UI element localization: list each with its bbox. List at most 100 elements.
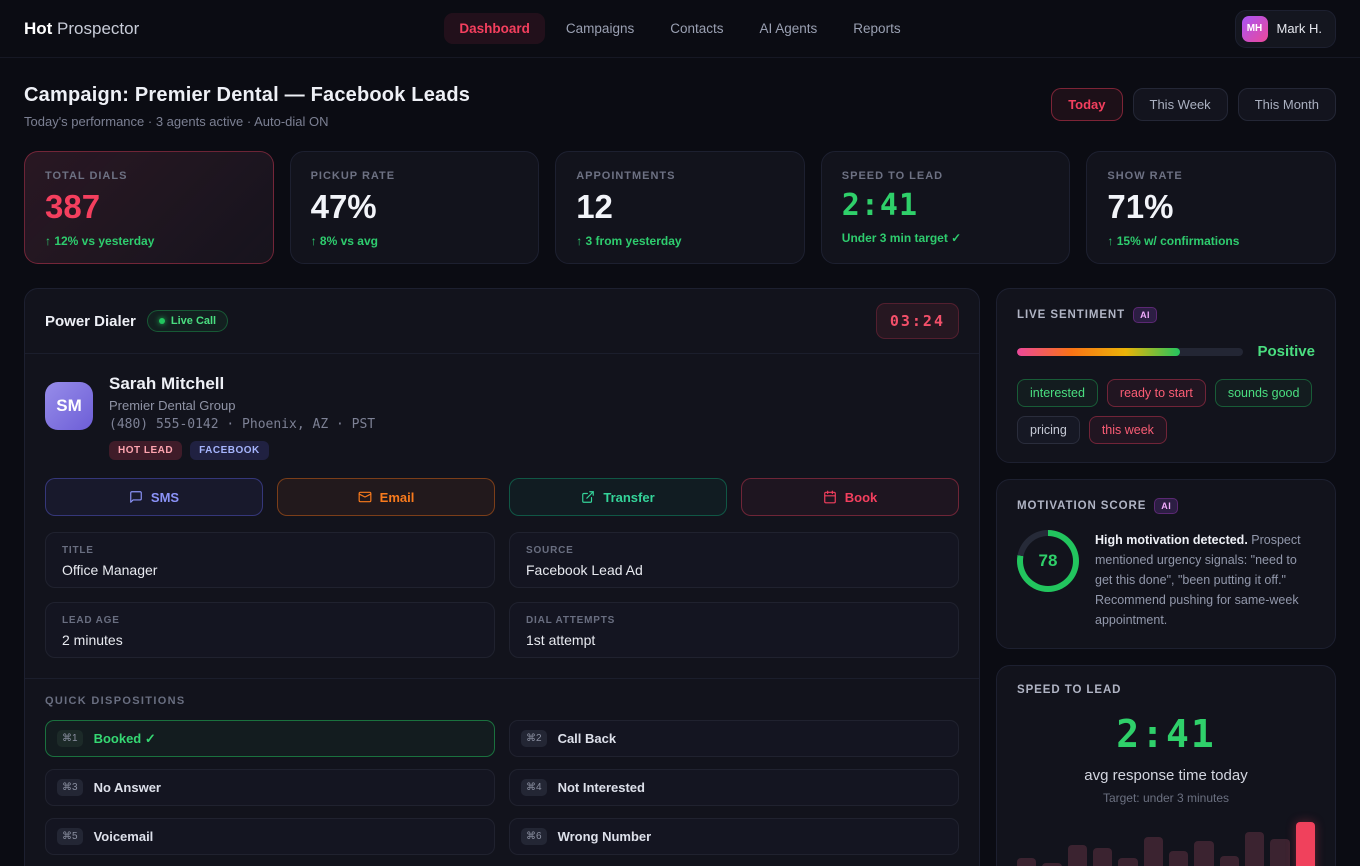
field-label: LEAD AGE <box>62 615 120 626</box>
contact-phone: (480) 555-0142 · Phoenix, AZ · PST <box>109 417 376 432</box>
stat-value: 71% <box>1107 188 1174 225</box>
stat-value: 2:41 <box>841 188 919 223</box>
contact-row: SM Sarah Mitchell Premier Dental Group (… <box>45 374 959 460</box>
disposition-label: Call Back <box>557 731 617 746</box>
stat-delta: ↑ 3 from yesterday <box>576 234 682 249</box>
sentiment-tag: this week <box>1088 416 1167 444</box>
stat-delta: ↑ 15% w/ confirmations <box>1107 234 1240 249</box>
sentiment-tag: sounds good <box>1214 379 1313 407</box>
contact-actions: SMS Email Transfer Book <box>45 478 959 516</box>
field-lead-age: LEAD AGE 2 minutes <box>45 602 495 658</box>
field-value: 2 minutes <box>62 632 123 648</box>
time-filters: Today This Week This Month <box>1051 88 1336 121</box>
speed-bar <box>1295 822 1315 866</box>
speed-bar <box>1118 857 1138 866</box>
disposition-no-answer-button[interactable]: ⌘3 No Answer <box>45 769 495 806</box>
stat-card-appointments: APPOINTMENTS 12 ↑ 3 from yesterday <box>555 151 805 264</box>
sentiment-title: LIVE SENTIMENT <box>1017 309 1126 321</box>
nav-item-contacts[interactable]: Contacts <box>670 21 724 36</box>
sentiment-tag: interested <box>1017 379 1098 407</box>
contact-name: Sarah Mitchell <box>109 374 225 393</box>
disposition-label: Wrong Number <box>557 829 652 844</box>
nav-item-reports[interactable]: Reports <box>853 21 901 36</box>
chat-icon <box>129 490 143 504</box>
stat-card-show-rate: SHOW RATE 71% ↑ 15% w/ confirmations <box>1086 151 1336 264</box>
brand-logo[interactable]: Hot Prospector <box>24 19 324 39</box>
user-avatar: MH <box>1241 15 1268 42</box>
nav-menu: Dashboard Campaigns Contacts AI Agents R… <box>324 13 1036 44</box>
ai-badge: AI <box>1133 307 1157 323</box>
page-header-text: Campaign: Premier Dental — Facebook Lead… <box>24 84 470 129</box>
disposition-voicemail-button[interactable]: ⌘5 Voicemail <box>45 818 495 855</box>
nav-right: MH Mark H. <box>1036 9 1336 48</box>
hot-lead-tag: HOT LEAD <box>109 441 183 460</box>
nav-item-ai-agents[interactable]: AI Agents <box>759 21 818 36</box>
speed-bar <box>1067 845 1087 866</box>
user-name: Mark H. <box>1276 21 1323 36</box>
disposition-call-back-button[interactable]: ⌘2 Call Back <box>509 720 959 757</box>
stat-delta: ↑ 12% vs yesterday <box>45 234 155 249</box>
stat-delta: Under 3 min target ✓ <box>841 231 962 245</box>
sentiment-tag: pricing <box>1017 416 1080 444</box>
disposition-wrong-number-button[interactable]: ⌘6 Wrong Number <box>509 818 959 855</box>
disposition-label: Voicemail <box>93 829 154 844</box>
disposition-booked-button[interactable]: ⌘1 Booked ✓ <box>45 720 495 757</box>
filter-today-button[interactable]: Today <box>1051 88 1123 121</box>
transfer-button[interactable]: Transfer <box>509 478 727 516</box>
speed-bar <box>1270 839 1290 866</box>
disposition-label: Not Interested <box>557 780 645 795</box>
dispositions-grid: ⌘1 Booked ✓ ⌘2 Call Back ⌘3 No Answer ⌘4… <box>45 720 959 855</box>
dispositions-title: QUICK DISPOSITIONS <box>45 695 186 707</box>
dialer-header: Power Dialer Live Call 03:24 <box>25 289 979 354</box>
brand-bold: Hot <box>24 18 53 38</box>
field-value: Facebook Lead Ad <box>526 562 643 578</box>
field-value: Office Manager <box>62 562 158 578</box>
stat-label: SPEED TO LEAD <box>841 170 944 182</box>
nav-item-campaigns[interactable]: Campaigns <box>565 21 635 36</box>
external-link-icon <box>581 490 595 504</box>
speed-bar <box>1092 848 1113 866</box>
book-button[interactable]: Book <box>741 478 959 516</box>
live-sentiment-panel: LIVE SENTIMENT AI Positive interested re… <box>996 288 1336 463</box>
page-title: Campaign: Premier Dental — Facebook Lead… <box>24 84 471 106</box>
motivation-body: 78 High motivation detected. Prospect me… <box>1017 530 1315 630</box>
kbd-shortcut: ⌘5 <box>57 828 83 845</box>
transfer-button-label: Transfer <box>603 489 655 505</box>
disposition-not-interested-button[interactable]: ⌘4 Not Interested <box>509 769 959 806</box>
stat-value: 387 <box>45 188 101 225</box>
field-label: TITLE <box>62 545 94 556</box>
motivation-text-bold: High motivation detected. <box>1095 533 1248 547</box>
speed-bar <box>1194 840 1214 866</box>
stat-value: 47% <box>310 188 377 225</box>
envelope-icon <box>358 490 372 504</box>
live-call-badge: Live Call <box>146 310 229 332</box>
contact-avatar: SM <box>45 382 93 430</box>
sms-button[interactable]: SMS <box>45 478 263 516</box>
power-dialer-card: Power Dialer Live Call 03:24 SM Sarah Mi… <box>24 288 980 866</box>
sentiment-header: LIVE SENTIMENT AI <box>1017 307 1315 323</box>
nav-item-dashboard[interactable]: Dashboard <box>444 13 545 44</box>
field-label: DIAL ATTEMPTS <box>526 615 616 626</box>
user-menu[interactable]: MH Mark H. <box>1234 9 1336 48</box>
filter-this-week-button[interactable]: This Week <box>1132 88 1228 121</box>
speed-bar-chart <box>1017 822 1315 866</box>
kbd-shortcut: ⌘4 <box>521 779 547 796</box>
contact-tags: HOT LEAD FACEBOOK <box>109 441 375 460</box>
email-button-label: Email <box>379 489 415 505</box>
sentiment-fill <box>1017 347 1181 356</box>
sentiment-value-label: Positive <box>1257 343 1315 360</box>
speed-bar <box>1017 857 1037 866</box>
speed-to-lead-panel: SPEED TO LEAD 2:41 avg response time tod… <box>996 665 1336 866</box>
motivation-score-panel: MOTIVATION SCORE AI 78 High motivation d… <box>996 479 1336 649</box>
stat-card-pickup-rate: PICKUP RATE 47% ↑ 8% vs avg <box>289 151 540 264</box>
disposition-label: No Answer <box>93 780 161 795</box>
lead-fields: TITLE Office Manager SOURCE Facebook Lea… <box>45 532 959 658</box>
speed-title: SPEED TO LEAD <box>1017 684 1122 696</box>
disposition-label: Booked ✓ <box>93 730 156 746</box>
stats-row: TOTAL DIALS 387 ↑ 12% vs yesterday PICKU… <box>0 151 1360 264</box>
sentiment-track <box>1017 347 1244 356</box>
page-header: Campaign: Premier Dental — Facebook Lead… <box>0 58 1360 129</box>
filter-this-month-button[interactable]: This Month <box>1237 88 1336 121</box>
email-button[interactable]: Email <box>277 478 495 516</box>
contact-company: Premier Dental Group <box>109 398 236 413</box>
